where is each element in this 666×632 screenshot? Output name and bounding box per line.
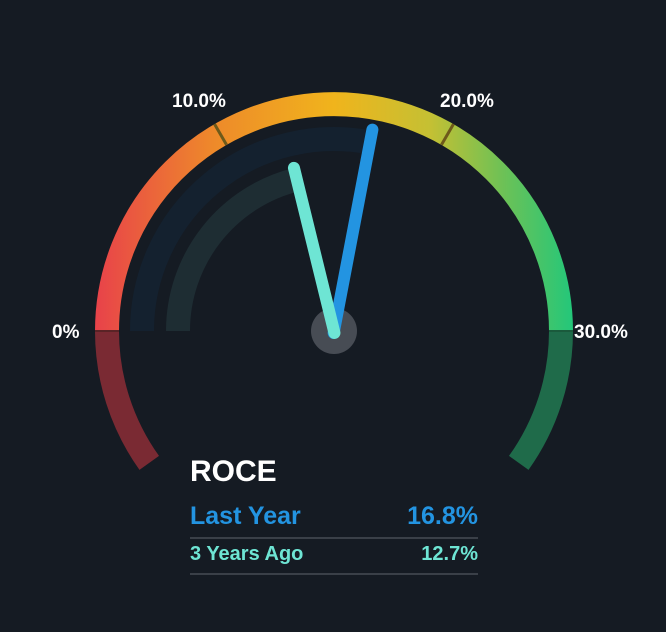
gauge-low-extension: [95, 330, 160, 470]
gauge-tick-mark-10: [213, 123, 228, 146]
legend-row-3-years-ago: 3 Years Ago 12.7%: [190, 543, 478, 575]
gauge-high-extension: [508, 330, 573, 470]
series-track-0: [130, 127, 373, 332]
legend-value-last-year: 16.8%: [407, 502, 478, 530]
tick-label-0: 0%: [52, 322, 80, 343]
gauge-tick-mark-20: [440, 123, 455, 146]
tick-label-10: 10.0%: [172, 91, 226, 112]
legend-label-3-years-ago: 3 Years Ago: [190, 543, 304, 565]
series-track-1: [166, 167, 300, 332]
legend-row-last-year: Last Year 16.8%: [190, 502, 478, 539]
legend-value-3-years-ago: 12.7%: [421, 543, 478, 565]
legend-label-last-year: Last Year: [190, 502, 301, 530]
gauge-scale-arc: [95, 92, 573, 332]
tick-label-20: 20.0%: [440, 91, 494, 112]
tick-label-30: 30.0%: [574, 322, 628, 343]
chart-title: ROCE: [190, 455, 277, 488]
needle-3-years-ago: [287, 161, 341, 339]
needle-last-year: [327, 123, 379, 339]
